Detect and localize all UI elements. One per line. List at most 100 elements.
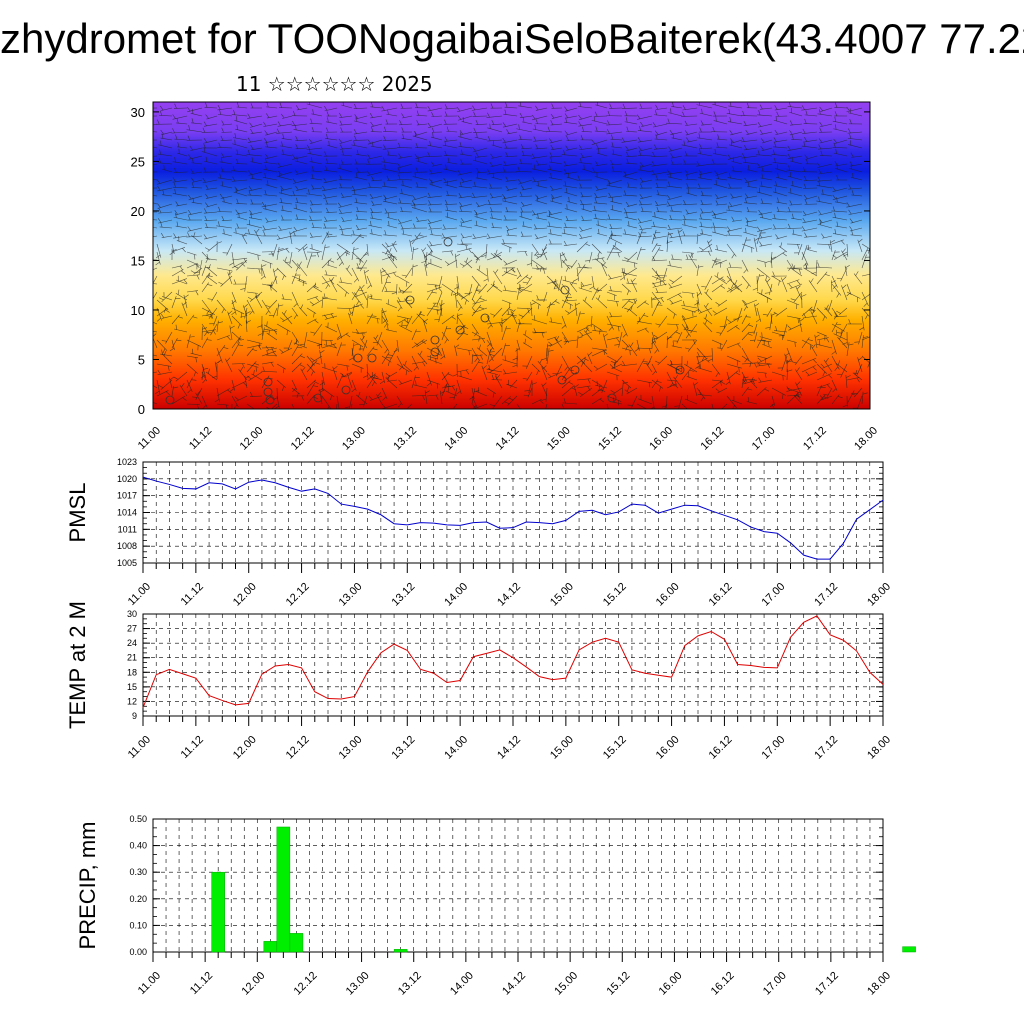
wind-barb	[696, 291, 700, 306]
wind-barb-flag	[367, 154, 371, 159]
wind-barb-flag	[355, 328, 359, 334]
wind-barb	[216, 345, 226, 357]
wind-barb	[246, 251, 261, 257]
wind-barb-flag	[460, 177, 465, 183]
wind-barb	[549, 139, 563, 144]
wind-barb-flag	[820, 150, 823, 156]
wind-barb	[580, 387, 593, 397]
wind-barb-flag	[536, 160, 540, 166]
wind-barb	[493, 251, 503, 258]
wind-barb	[546, 348, 550, 365]
wind-barb-flag	[159, 110, 163, 116]
wind-barb	[429, 171, 443, 175]
wind-barb-flag	[162, 348, 166, 354]
wind-barb	[268, 284, 278, 293]
wind-barb-flag	[666, 194, 671, 200]
wind-barb-flag	[159, 149, 162, 155]
wind-barb-flag	[836, 323, 842, 326]
wind-barb-flag	[414, 172, 416, 178]
wind-barb	[677, 229, 683, 245]
wind-barb	[505, 179, 518, 182]
wind-barb	[713, 153, 728, 157]
wind-barb	[153, 354, 158, 357]
precip-bar	[211, 871, 225, 953]
wind-barb-flag	[207, 275, 213, 277]
wind-barb-flag	[554, 281, 559, 286]
wind-barb-flag	[744, 177, 748, 183]
wind-barb	[208, 307, 218, 319]
wind-barb-flag	[787, 223, 791, 229]
wind-barb	[804, 195, 818, 200]
wind-barb-flag	[221, 152, 225, 158]
wind-barb	[857, 357, 863, 373]
wind-barb-flag	[436, 309, 439, 315]
wind-barb-flag	[804, 118, 807, 124]
wind-barb-flag	[175, 134, 178, 140]
wind-barb-flag	[812, 366, 817, 371]
wind-barb-flag	[610, 389, 616, 394]
wind-barb	[506, 383, 518, 389]
wind-barb-flag	[715, 194, 719, 199]
wind-barb	[682, 224, 698, 229]
wind-barb-flag	[580, 153, 584, 158]
wind-barb	[505, 155, 518, 158]
x-tick-label: 14.00	[448, 970, 476, 998]
wind-barb-flag	[597, 255, 600, 261]
wind-barb-flag	[278, 304, 284, 307]
wind-barb	[786, 169, 803, 173]
wind-barb-flag	[340, 127, 343, 133]
x-tick-label: 15.00	[548, 581, 576, 609]
wind-barb-flag	[625, 345, 628, 351]
wind-barb	[774, 330, 788, 333]
wind-barb-flag	[413, 223, 416, 229]
wind-barb	[578, 115, 593, 121]
wind-barb	[176, 240, 188, 245]
wind-barb	[522, 203, 533, 207]
wind-barb-flag	[782, 252, 787, 257]
wind-barb	[561, 385, 575, 397]
wind-barb	[456, 243, 469, 246]
wind-barb-flag	[785, 352, 790, 357]
wind-barb	[351, 144, 368, 149]
wind-barb	[360, 338, 368, 349]
wind-barb	[704, 275, 713, 290]
wind-barb	[559, 253, 563, 269]
wind-barb	[456, 331, 466, 341]
wind-barb	[402, 115, 413, 119]
wind-barb-flag	[754, 237, 760, 241]
wind-barb	[231, 307, 245, 315]
wind-barb	[848, 187, 863, 190]
wind-barb-flag	[460, 221, 463, 227]
wind-barb	[291, 259, 301, 269]
x-tick-label: 16.12	[707, 734, 735, 762]
calm-circle	[313, 393, 323, 403]
wind-barb	[222, 233, 233, 237]
wind-barb-flag	[203, 234, 207, 239]
wind-barb	[472, 185, 488, 189]
wind-barb	[831, 275, 838, 288]
wind-barb-flag	[266, 350, 269, 356]
wind-barb	[638, 398, 653, 405]
x-tick-label: 15.00	[548, 734, 576, 762]
wind-barb-flag	[455, 293, 461, 297]
wind-barb	[637, 321, 653, 325]
wind-barb	[261, 259, 273, 265]
wind-barb-flag	[492, 392, 495, 398]
wind-barb-flag	[760, 138, 765, 143]
wind-barb	[611, 153, 623, 157]
wind-barb-flag	[805, 371, 810, 376]
wind-barb	[834, 139, 848, 145]
wind-barb	[817, 113, 833, 117]
wind-barb	[789, 111, 803, 117]
wind-barb-flag	[429, 241, 433, 246]
wind-barb	[411, 329, 417, 341]
wind-barb-flag	[535, 105, 539, 111]
wind-barb-flag	[295, 247, 301, 251]
wind-barb-flag	[624, 190, 627, 196]
wind-barb-flag	[693, 309, 699, 313]
wind-barb	[311, 227, 323, 229]
wind-barb-flag	[175, 201, 179, 206]
calm-circle	[367, 353, 377, 363]
wind-barb	[576, 264, 586, 277]
wind-barb-flag	[565, 310, 570, 314]
